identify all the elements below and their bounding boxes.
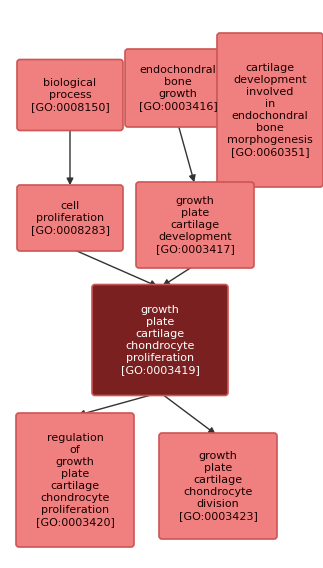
Text: biological
process
[GO:0008150]: biological process [GO:0008150]	[31, 78, 109, 112]
FancyBboxPatch shape	[125, 49, 231, 127]
Text: growth
plate
cartilage
chondrocyte
proliferation
[GO:0003419]: growth plate cartilage chondrocyte proli…	[120, 305, 199, 375]
FancyBboxPatch shape	[217, 33, 323, 187]
FancyBboxPatch shape	[17, 185, 123, 251]
FancyBboxPatch shape	[17, 60, 123, 131]
FancyBboxPatch shape	[159, 433, 277, 539]
Text: cartilage
development
involved
in
endochondral
bone
morphogenesis
[GO:0060351]: cartilage development involved in endoch…	[227, 63, 313, 157]
Text: growth
plate
cartilage
development
[GO:0003417]: growth plate cartilage development [GO:0…	[156, 196, 234, 254]
FancyBboxPatch shape	[92, 285, 228, 395]
FancyBboxPatch shape	[136, 182, 254, 268]
Text: growth
plate
cartilage
chondrocyte
division
[GO:0003423]: growth plate cartilage chondrocyte divis…	[179, 451, 257, 521]
FancyBboxPatch shape	[16, 413, 134, 547]
Text: endochondral
bone
growth
[GO:0003416]: endochondral bone growth [GO:0003416]	[139, 65, 217, 111]
Text: cell
proliferation
[GO:0008283]: cell proliferation [GO:0008283]	[30, 201, 109, 235]
Text: regulation
of
growth
plate
cartilage
chondrocyte
proliferation
[GO:0003420]: regulation of growth plate cartilage cho…	[36, 433, 114, 527]
